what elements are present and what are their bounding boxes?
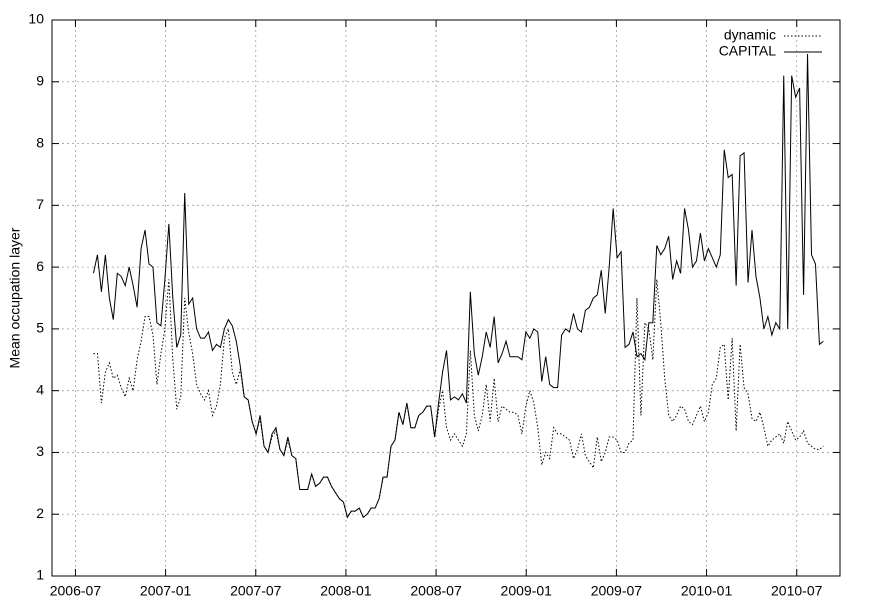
legend-label: dynamic	[724, 27, 776, 43]
y-tick-label: 10	[28, 11, 44, 27]
x-tick-label: 2010-07	[771, 583, 823, 599]
x-tick-label: 2009-07	[591, 583, 643, 599]
y-axis-label: Mean occupation layer	[7, 227, 23, 368]
y-tick-label: 9	[36, 72, 44, 88]
y-tick-label: 1	[36, 567, 44, 583]
y-tick-label: 8	[36, 134, 44, 150]
x-tick-label: 2010-01	[681, 583, 733, 599]
x-tick-label: 2008-07	[410, 583, 462, 599]
series-line	[93, 279, 824, 519]
x-tick-label: 2006-07	[50, 583, 102, 599]
y-tick-label: 5	[36, 320, 44, 336]
y-tick-label: 2	[36, 505, 44, 521]
plot-border	[51, 19, 841, 577]
y-tick-label: 7	[36, 196, 44, 212]
series-line	[92, 53, 824, 519]
legend-label: CAPITAL	[719, 43, 777, 59]
y-tick-label: 3	[36, 443, 44, 459]
y-tick-label: 6	[36, 258, 44, 274]
x-tick-label: 2007-01	[140, 583, 192, 599]
x-tick-label: 2007-07	[230, 583, 282, 599]
x-tick-label: 2008-01	[320, 583, 372, 599]
y-tick-label: 4	[36, 381, 44, 397]
x-tick-label: 2009-01	[501, 583, 553, 599]
